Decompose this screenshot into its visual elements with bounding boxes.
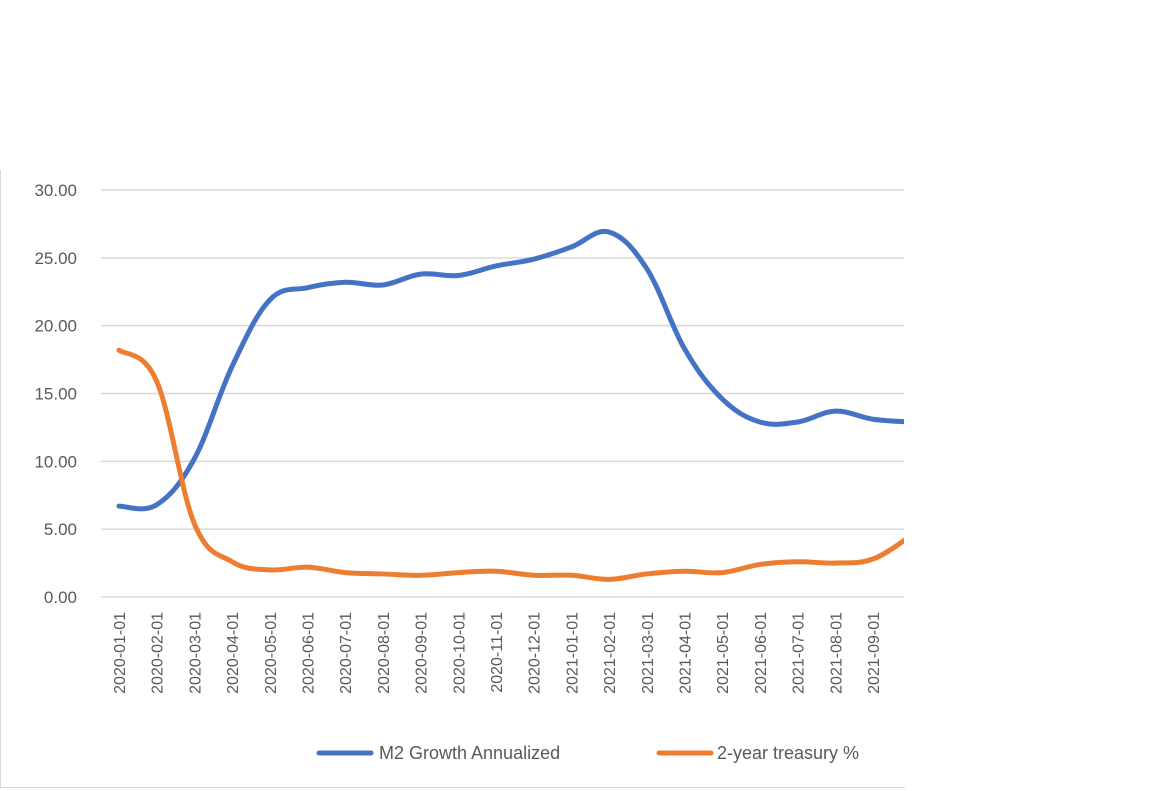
x-tick-label: 2021-01-01 bbox=[564, 612, 581, 694]
x-axis-ticks: 2020-01-01 2020-02-01 2020-03-01 2020-04-01… bbox=[112, 612, 883, 694]
y-axis-ticks: 0.00 5.00 10.00 15.00 20.00 25.00 30.00 bbox=[34, 181, 77, 607]
chart-frame: 0.00 5.00 10.00 15.00 20.00 25.00 30.00 2020-0… bbox=[0, 170, 905, 788]
x-tick-label: 2020-12-01 bbox=[527, 612, 544, 694]
legend-label: 2-year treasury % bbox=[717, 743, 859, 763]
x-tick-label: 2020-06-01 bbox=[301, 612, 318, 694]
y-tick-label: 20.00 bbox=[34, 317, 77, 336]
gridlines bbox=[101, 189, 904, 598]
y-tick-label: 10.00 bbox=[34, 452, 77, 471]
y-tick-label: 15.00 bbox=[34, 385, 77, 404]
line-chart: 0.00 5.00 10.00 15.00 20.00 25.00 30.00 2020-0… bbox=[34, 181, 904, 763]
x-tick-label: 2021-08-01 bbox=[828, 612, 845, 694]
x-tick-label: 2020-07-01 bbox=[338, 612, 355, 694]
x-tick-label: 2020-09-01 bbox=[414, 612, 431, 694]
x-tick-label: 2020-04-01 bbox=[225, 612, 242, 694]
x-tick-label: 2020-03-01 bbox=[187, 612, 204, 694]
series-line-m2-growth bbox=[116, 228, 904, 512]
x-tick-label: 2021-02-01 bbox=[602, 612, 619, 694]
y-tick-label: 0.00 bbox=[44, 588, 77, 607]
y-tick-label: 5.00 bbox=[44, 520, 77, 539]
y-tick-label: 25.00 bbox=[34, 249, 77, 268]
legend: M2 Growth Annualized 2-year treasury % bbox=[316, 743, 859, 763]
x-tick-label: 2021-03-01 bbox=[640, 612, 657, 694]
x-tick-label: 2021-05-01 bbox=[715, 612, 732, 694]
x-tick-label: 2020-10-01 bbox=[451, 612, 468, 694]
series-lines bbox=[116, 228, 904, 582]
x-tick-label: 2020-11-01 bbox=[489, 612, 506, 693]
series-line-two-year-treasury bbox=[116, 347, 904, 582]
y-tick-label: 30.00 bbox=[34, 181, 77, 200]
x-tick-label: 2020-01-01 bbox=[112, 612, 129, 694]
x-tick-label: 2021-07-01 bbox=[791, 612, 808, 694]
legend-label: M2 Growth Annualized bbox=[379, 743, 560, 763]
x-tick-label: 2020-02-01 bbox=[150, 612, 167, 694]
x-tick-label: 2021-06-01 bbox=[753, 612, 770, 694]
x-tick-label: 2020-08-01 bbox=[376, 612, 393, 694]
x-tick-label: 2021-04-01 bbox=[678, 612, 695, 694]
x-tick-label: 2021-09-01 bbox=[866, 612, 883, 694]
x-tick-label: 2020-05-01 bbox=[263, 612, 280, 694]
